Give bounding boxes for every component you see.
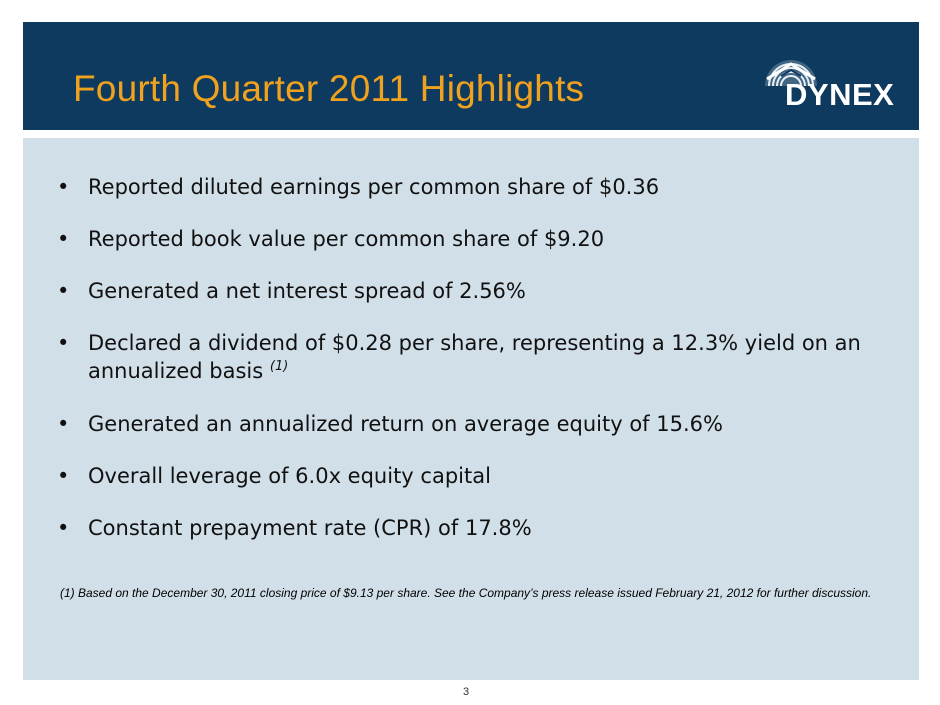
footnote: (1) Based on the December 30, 2011 closi… xyxy=(60,586,872,600)
list-item: Generated an annualized return on averag… xyxy=(57,410,887,438)
header-bar: Fourth Quarter 2011 Highlights DYNEX xyxy=(23,22,919,130)
bullet-text: Generated an annualized return on averag… xyxy=(88,412,723,436)
content-panel: Reported diluted earnings per common sha… xyxy=(23,138,919,680)
bullet-text: Constant prepayment rate (CPR) of 17.8% xyxy=(88,516,532,540)
logo-text: DYNEX xyxy=(785,77,895,112)
list-item: Reported book value per common share of … xyxy=(57,225,887,253)
slide-title: Fourth Quarter 2011 Highlights xyxy=(73,68,585,109)
list-item: Overall leverage of 6.0x equity capital xyxy=(57,462,887,490)
list-item: Declared a dividend of $0.28 per share, … xyxy=(57,329,887,385)
bullet-text: Reported book value per common share of … xyxy=(88,227,605,251)
list-item: Generated a net interest spread of 2.56% xyxy=(57,277,887,305)
bullet-text: Reported diluted earnings per common sha… xyxy=(88,175,660,199)
highlights-list: Reported diluted earnings per common sha… xyxy=(57,173,887,566)
page-number: 3 xyxy=(463,686,470,698)
dynex-logo-icon xyxy=(765,60,817,87)
bullet-text: Declared a dividend of $0.28 per share, … xyxy=(88,331,861,383)
bullet-text: Generated a net interest spread of 2.56% xyxy=(88,279,526,303)
list-item: Constant prepayment rate (CPR) of 17.8% xyxy=(57,514,887,542)
bullet-text: Overall leverage of 6.0x equity capital xyxy=(88,464,491,488)
footnote-marker: (1) xyxy=(269,359,289,374)
dynex-logo: DYNEX xyxy=(761,46,901,116)
list-item: Reported diluted earnings per common sha… xyxy=(57,173,887,201)
